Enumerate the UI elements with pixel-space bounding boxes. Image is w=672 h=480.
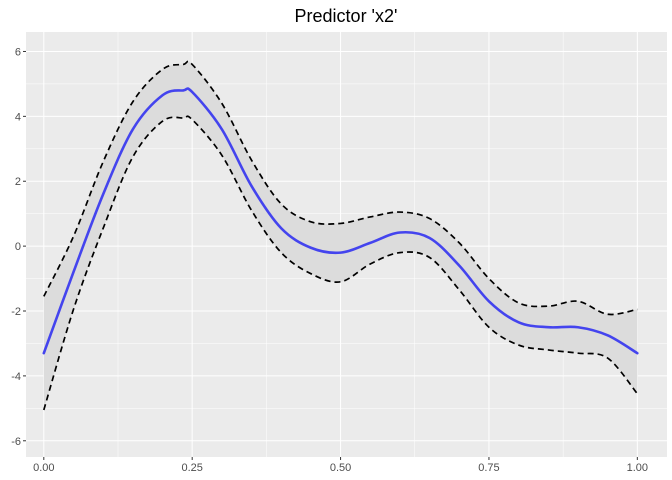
lower-bound-line	[42, 115, 638, 411]
x-tick-label: 1.00	[627, 462, 648, 474]
y-tick-label: 0	[15, 241, 21, 253]
confidence-band	[43, 61, 638, 410]
y-tick-label: -6	[11, 436, 21, 448]
x-tick-label: 0.00	[33, 462, 54, 474]
y-tick-label: 2	[15, 176, 21, 188]
y-axis: -6 -4 -2 0 2 4 6	[11, 46, 26, 448]
y-tick-label: 6	[15, 46, 21, 58]
x-tick-label: 0.75	[478, 462, 499, 474]
x-axis: 0.00 0.25 0.50 0.75 1.00	[33, 457, 648, 474]
chart-title: Predictor 'x2'	[295, 6, 398, 26]
estimate-line	[42, 87, 639, 355]
y-tick-label: 4	[15, 111, 21, 123]
x-tick-label: 0.50	[330, 462, 351, 474]
upper-bound-line	[43, 60, 638, 316]
x-tick-label: 0.25	[181, 462, 202, 474]
y-tick-label: -4	[11, 371, 21, 383]
y-tick-label: -2	[11, 306, 21, 318]
